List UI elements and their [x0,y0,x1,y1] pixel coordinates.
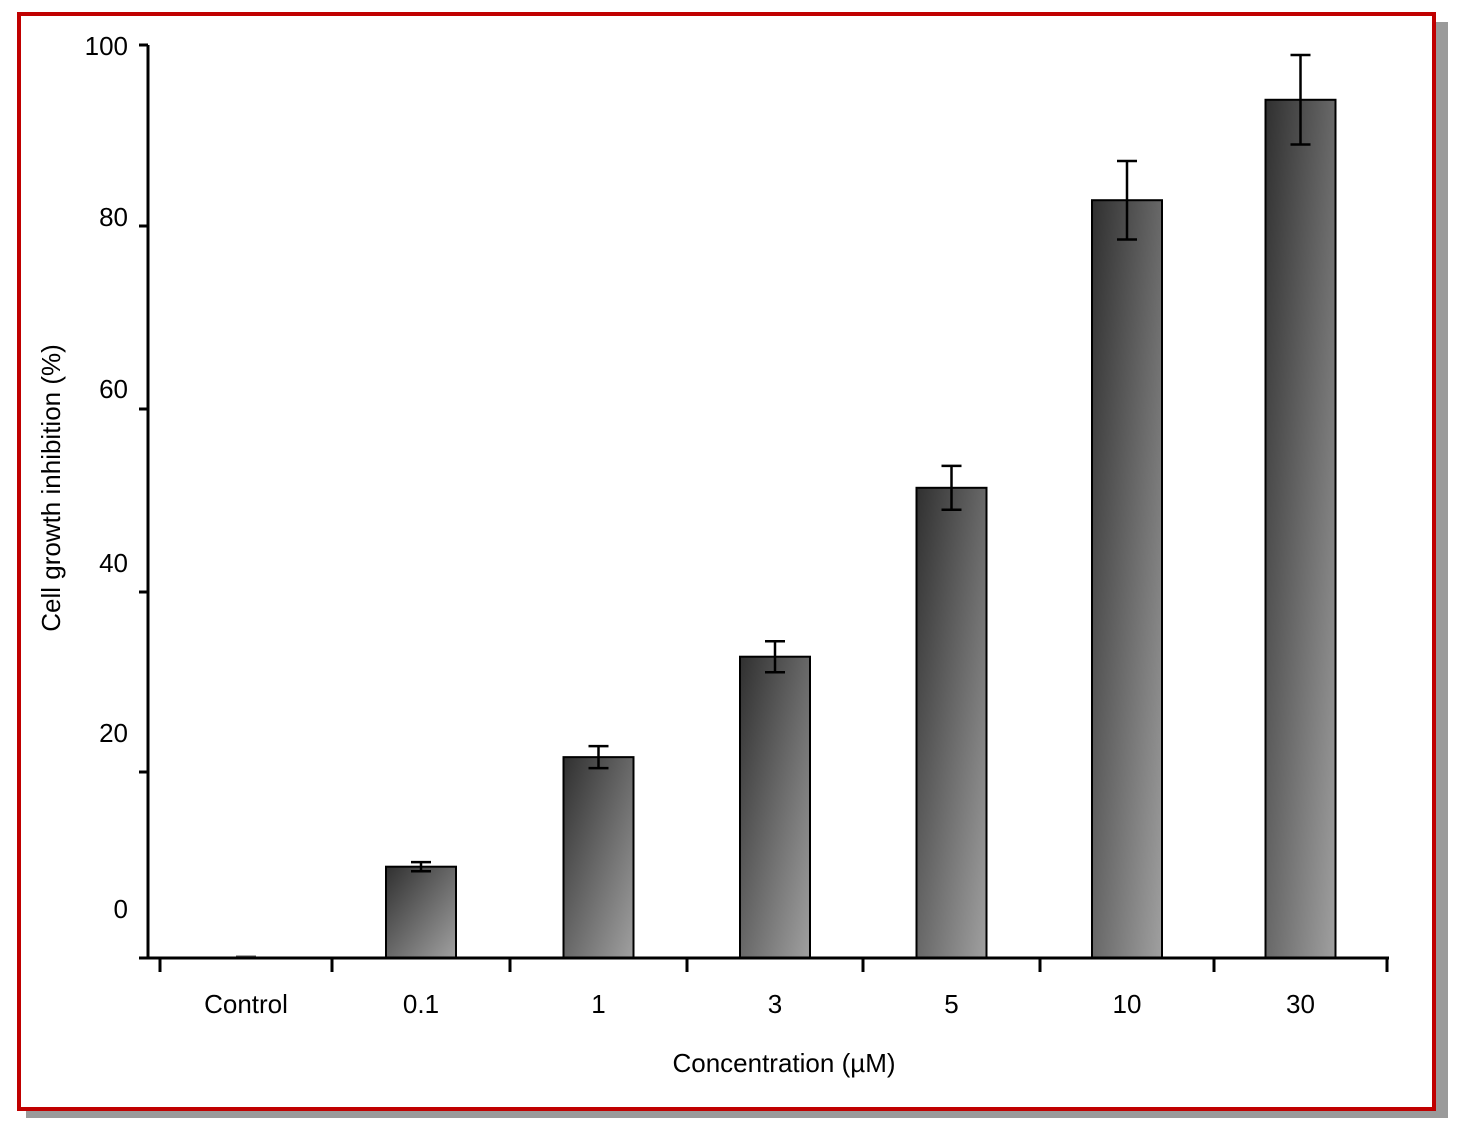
bar-0-1 [385,865,457,960]
y-axis-title: Cell growth inhibition (%) [36,344,66,632]
x-ticks-group: Control 0.1 1 3 5 10 30 [158,958,1389,1019]
bars-group [236,98,1337,960]
bar-1 [562,756,635,960]
y-tick-label: 20 [99,718,128,748]
x-tick-label: Control [204,989,288,1019]
x-tick-label: 10 [1113,989,1142,1019]
bar-3 [739,655,811,960]
y-ticks-group: 100 80 60 40 20 0 [85,31,148,960]
bar-5 [915,486,988,959]
x-tick-label: 0.1 [403,989,439,1019]
x-tick-label: 5 [944,989,958,1019]
y-tick-label: 80 [99,202,128,232]
x-tick-label: 3 [768,989,782,1019]
bar-10 [1091,199,1163,959]
y-tick-label: 100 [85,31,128,61]
chart-frame [17,12,1436,1111]
bar-30 [1264,98,1337,959]
y-tick-label: 40 [99,548,128,578]
y-tick-label: 60 [99,374,128,404]
x-tick-label: 30 [1286,989,1315,1019]
x-axis-title: Concentration (µM) [672,1048,895,1078]
y-tick-label: 0 [114,894,128,924]
error-bars-group [411,53,1311,873]
x-tick-label: 1 [591,989,605,1019]
